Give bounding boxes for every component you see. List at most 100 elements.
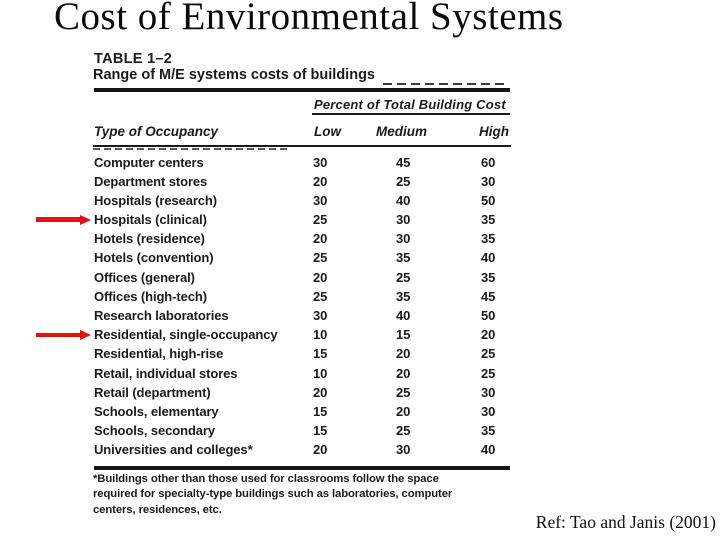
high-cell: 20 [481, 327, 496, 343]
medium-cell: 25 [396, 269, 411, 285]
low-cell: 20 [313, 269, 328, 285]
table-row: Hospitals (clinical) 25 30 35 [36, 210, 512, 229]
low-cell: 15 [313, 346, 328, 362]
occupancy-cell: Hotels (residence) [94, 231, 205, 247]
occupancy-cell: Hospitals (research) [94, 192, 217, 208]
medium-cell: 20 [396, 403, 411, 419]
high-cell: 35 [481, 212, 496, 228]
medium-cell: 20 [396, 365, 411, 381]
occupancy-cell: Retail, individual stores [94, 365, 238, 381]
table-label: TABLE 1–2 [94, 51, 173, 67]
high-cell: 35 [481, 423, 496, 439]
high-cell: 25 [481, 365, 496, 381]
low-cell: 30 [313, 308, 328, 323]
occupancy-cell: Offices (high-tech) [94, 288, 207, 304]
occupancy-cell: Hospitals (clinical) [94, 212, 207, 228]
table-row: Residential, single-occupancy 10 15 20 [36, 325, 512, 344]
occupancy-cell: Offices (general) [94, 269, 195, 285]
high-cell: 35 [481, 231, 496, 247]
high-cell: 30 [481, 403, 496, 419]
table-row: Department stores 20 25 30 [94, 172, 512, 191]
low-cell: 15 [313, 403, 328, 419]
footnote-line: required for specialty-type buildings su… [93, 488, 453, 501]
low-cell: 25 [313, 288, 328, 304]
low-cell: 30 [313, 192, 328, 208]
arrow-shaft [36, 217, 80, 222]
medium-cell: 30 [396, 231, 411, 247]
occupancy-cell: Residential, high-rise [94, 346, 224, 362]
table-row: Residential, high-rise 15 20 25 [94, 344, 512, 363]
low-cell: 20 [313, 231, 328, 247]
medium-cell: 30 [396, 212, 411, 228]
arrow-head [80, 329, 91, 340]
highlight-arrow-icon [36, 214, 91, 226]
column-header-high: High [479, 124, 509, 139]
table-top-rule [94, 88, 510, 92]
low-cell: 25 [313, 212, 328, 228]
medium-cell: 25 [396, 384, 411, 400]
scan-artifact [93, 148, 289, 151]
medium-cell: 25 [396, 423, 411, 439]
low-cell: 25 [313, 250, 328, 266]
table-body: Computer centers 30 45 60 Department sto… [36, 153, 512, 460]
scan-artifact [383, 83, 509, 86]
column-header-medium: Medium [376, 124, 428, 139]
high-cell: 30 [481, 384, 496, 400]
occupancy-cell: Universities and colleges* [94, 442, 253, 458]
low-cell: 10 [313, 327, 328, 343]
high-cell: 30 [481, 173, 496, 189]
footnote-line: *Buildings other than those used for cla… [93, 473, 439, 485]
reference: Ref: Tao and Janis (2001) [535, 512, 716, 532]
table-footnote: *Buildings other than those used for cla… [93, 472, 452, 518]
occupancy-cell: Retail (department) [94, 384, 211, 400]
high-cell: 50 [481, 308, 496, 323]
table-row: Offices (high-tech) 25 35 45 [94, 287, 512, 306]
medium-cell: 40 [396, 192, 411, 208]
occupancy-cell: Hotels (convention) [94, 250, 214, 266]
table-row: Retail (department) 20 25 30 [94, 383, 512, 402]
table-row: Universities and colleges* 20 30 40 [94, 440, 512, 459]
header-rule [93, 145, 511, 147]
occupancy-cell: Schools, elementary [94, 403, 219, 419]
low-cell: 30 [313, 154, 328, 170]
medium-cell: 30 [396, 442, 411, 458]
table-row: Retail, individual stores 10 20 25 [94, 364, 512, 383]
column-header-occupancy: Type of Occupancy [94, 124, 219, 139]
table-figure: TABLE 1–2 Range of M/E systems costs of … [36, 51, 517, 521]
low-cell: 20 [313, 384, 328, 400]
spanner-header: Percent of Total Building Cost [314, 97, 506, 112]
medium-cell: 35 [396, 288, 411, 304]
highlight-arrow-icon [36, 329, 91, 341]
high-cell: 40 [481, 442, 496, 458]
table-row: Schools, secondary 15 25 35 [94, 421, 512, 440]
low-cell: 20 [313, 442, 328, 458]
table-row: Hospitals (research) 30 40 50 [94, 191, 512, 210]
low-cell: 15 [313, 423, 328, 439]
high-cell: 50 [481, 192, 496, 208]
table-row: Hotels (residence) 20 30 35 [94, 229, 512, 248]
high-cell: 40 [481, 250, 496, 266]
high-cell: 45 [481, 288, 496, 304]
occupancy-cell: Research laboratories [94, 308, 229, 323]
medium-cell: 15 [396, 327, 411, 343]
low-cell: 10 [313, 365, 328, 381]
slide-title: Cost of Environmental Systems [54, 0, 564, 38]
medium-cell: 35 [396, 250, 411, 266]
arrow-head [80, 214, 91, 225]
table-row: Hotels (convention) 25 35 40 [94, 248, 512, 267]
medium-cell: 45 [396, 154, 411, 170]
high-cell: 60 [481, 154, 496, 170]
table-bottom-rule [94, 466, 510, 470]
low-cell: 20 [313, 173, 328, 189]
table-caption: Range of M/E systems costs of buildings [93, 67, 375, 83]
high-cell: 35 [481, 269, 496, 285]
arrow-shaft [36, 332, 80, 338]
table-row: Offices (general) 20 25 35 [94, 268, 512, 287]
occupancy-cell: Department stores [94, 173, 208, 189]
occupancy-cell: Computer centers [94, 154, 204, 170]
column-header-low: Low [314, 124, 341, 139]
high-cell: 25 [481, 346, 496, 362]
table-row: Computer centers 30 45 60 [94, 153, 512, 172]
occupancy-cell: Residential, single-occupancy [94, 327, 278, 343]
